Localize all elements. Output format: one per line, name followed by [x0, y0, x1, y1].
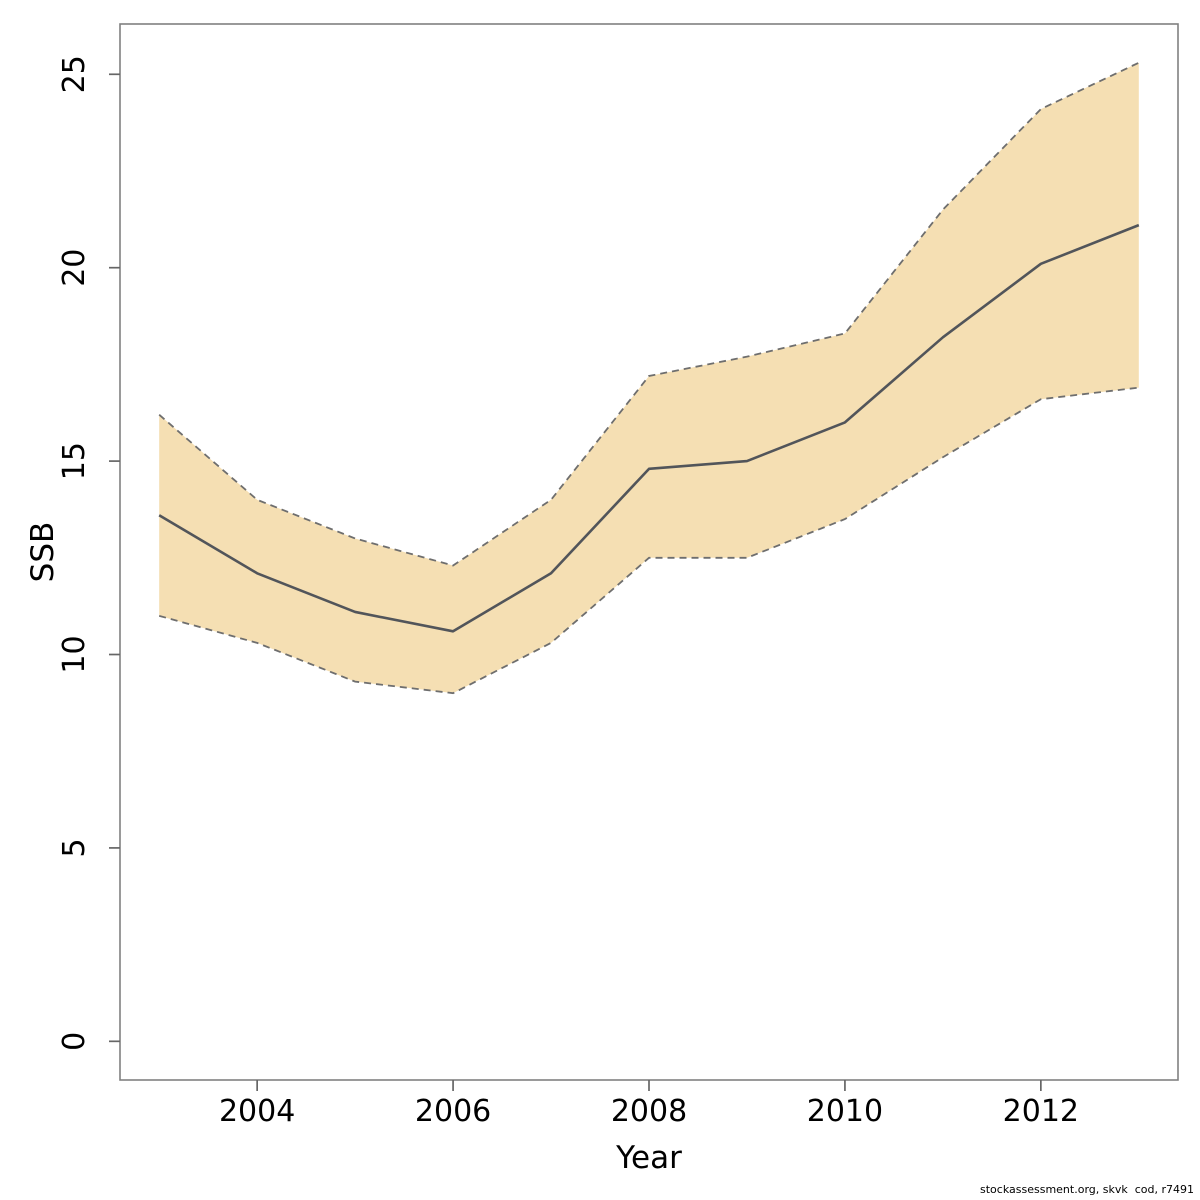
x-tick-label: 2008	[611, 1094, 687, 1129]
y-tick-label: 5	[57, 838, 92, 857]
y-tick-label: 0	[57, 1032, 92, 1051]
y-tick-label: 20	[57, 249, 92, 287]
y-tick-label: 15	[57, 442, 92, 480]
x-axis-title: Year	[616, 1140, 682, 1176]
y-tick-label: 10	[57, 635, 92, 673]
y-axis-title: SSB	[25, 521, 61, 583]
lower-ci-line	[158, 386, 1139, 695]
confidence-band	[159, 62, 1139, 694]
ssb-estimate-line	[158, 223, 1140, 633]
y-tick-label: 25	[57, 55, 92, 93]
x-tick-label: 2012	[1003, 1094, 1079, 1129]
x-tick-label: 2004	[219, 1094, 295, 1129]
footer-credit: stockassessment.org, skvk cod, r7491	[980, 1183, 1194, 1196]
x-tick-label: 2006	[415, 1094, 491, 1129]
upper-ci-line	[158, 61, 1140, 567]
x-tick-label: 2010	[807, 1094, 883, 1129]
